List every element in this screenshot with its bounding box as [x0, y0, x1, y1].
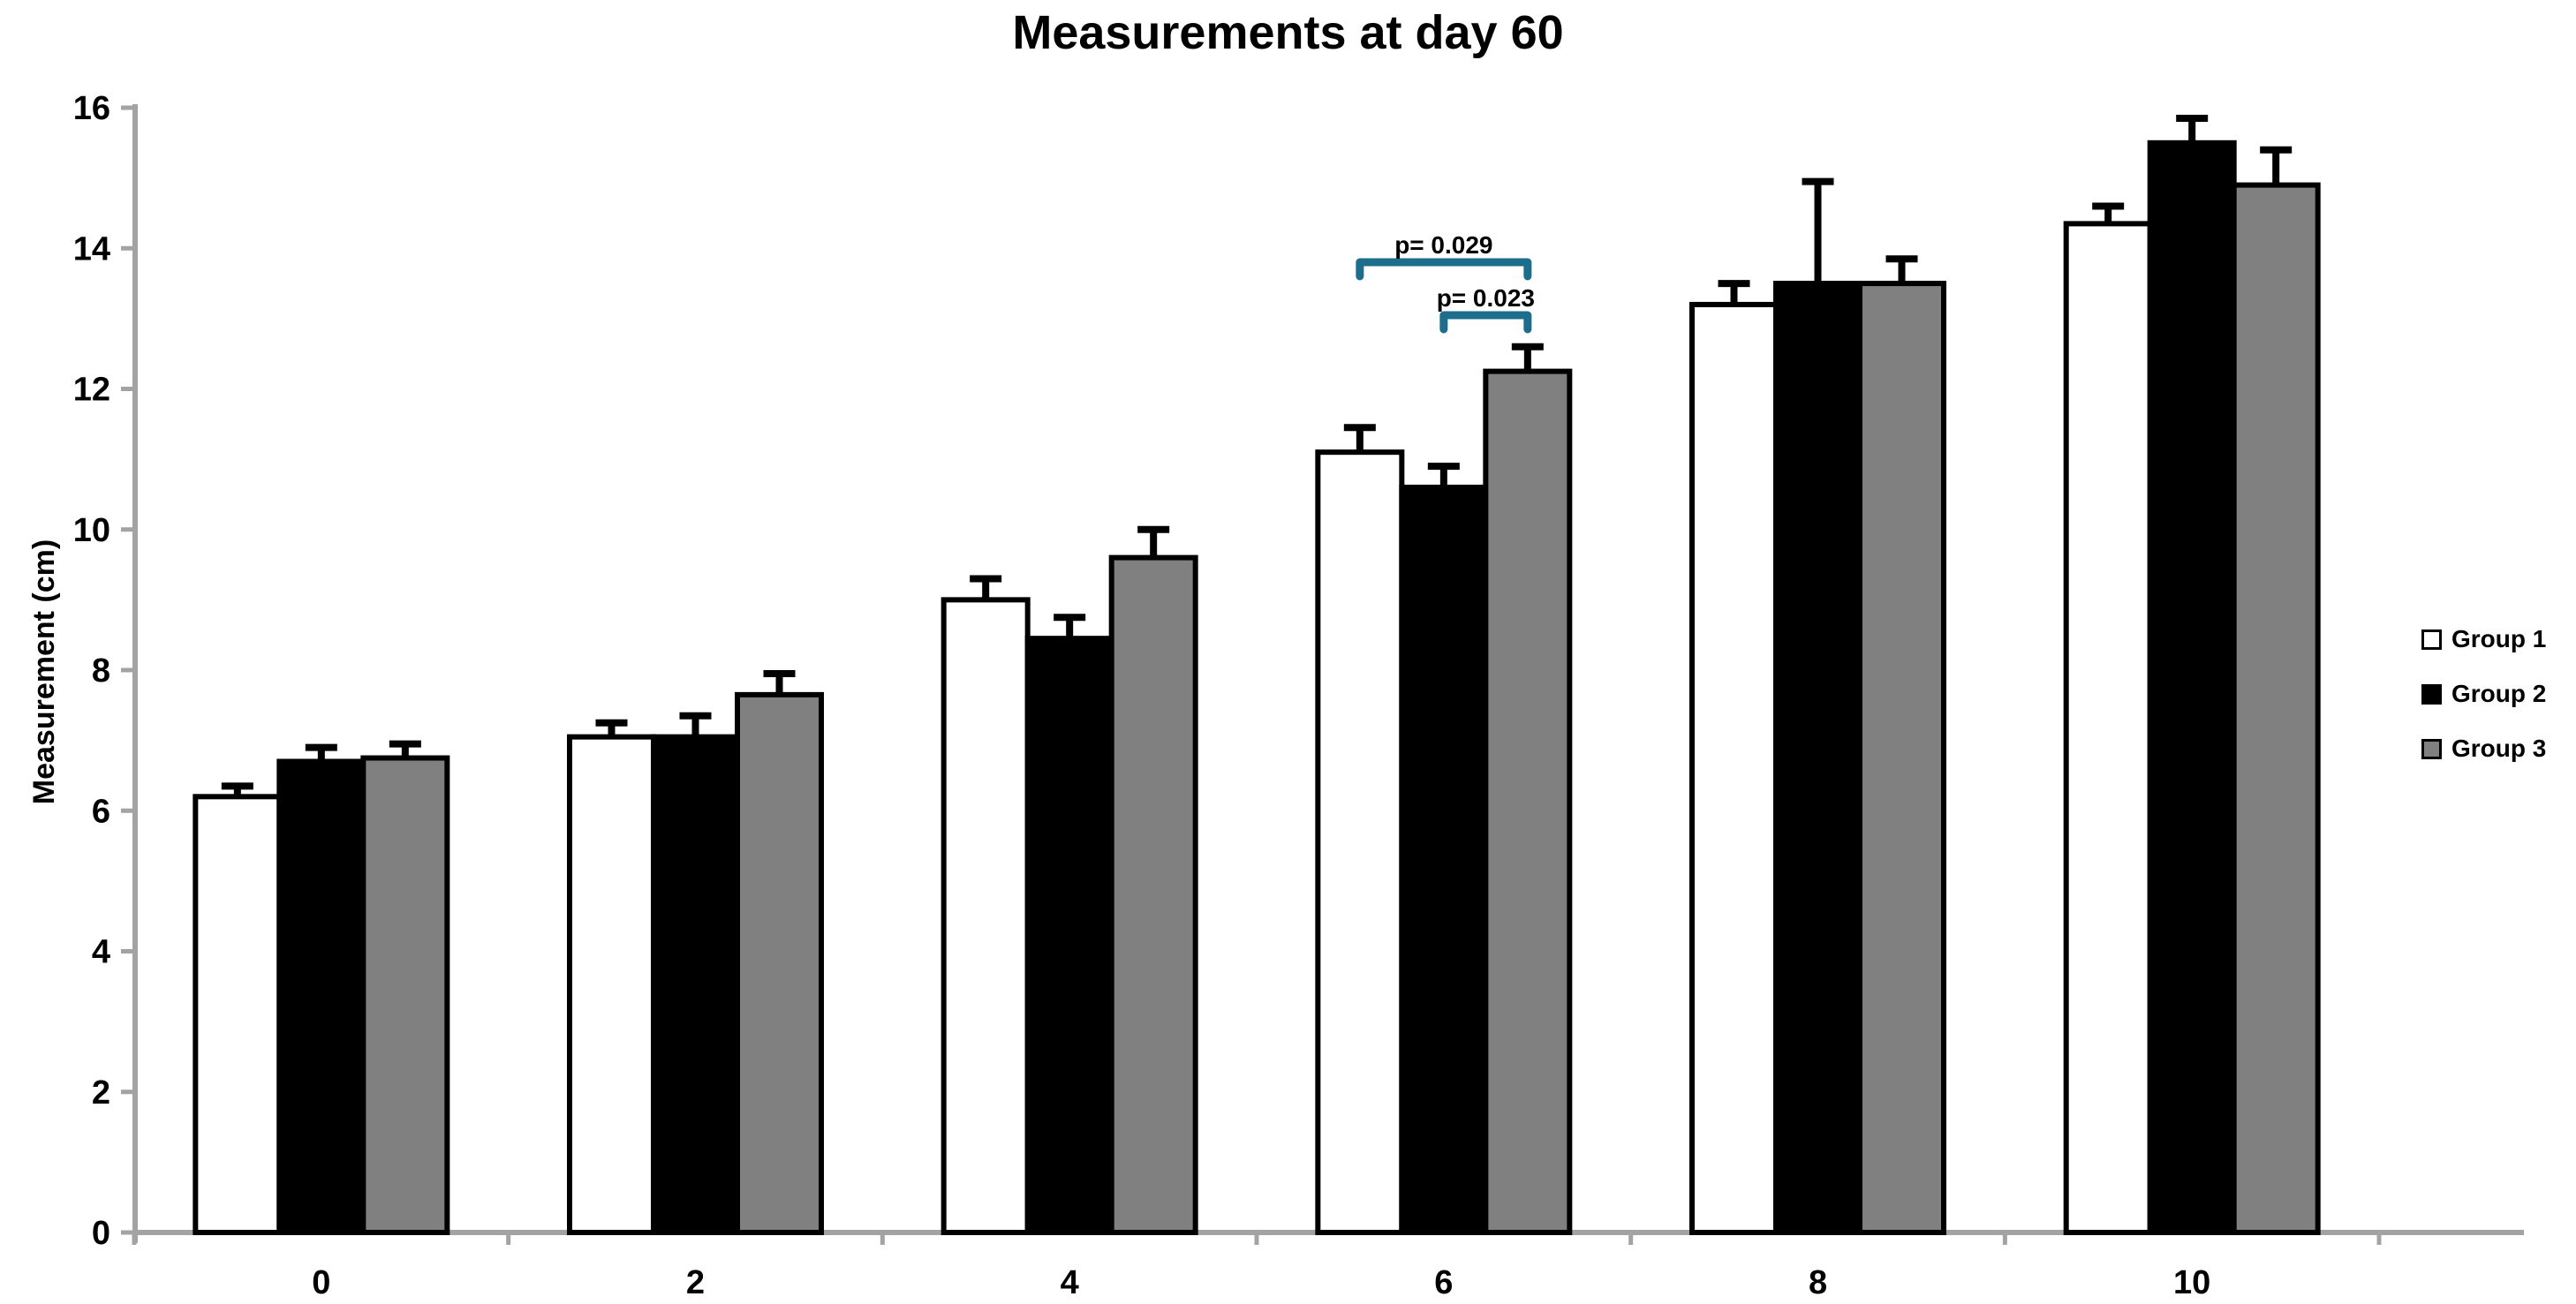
significance-bracket	[1439, 311, 1532, 334]
chart-title: Measurements at day 60	[1012, 6, 1564, 59]
y-tick-label: 4	[92, 934, 110, 971]
legend-swatch	[2421, 683, 2442, 705]
bar-group3-cat10	[2231, 182, 2321, 1235]
x-tick-label: 6	[1434, 1264, 1453, 1301]
bar-group2-cat8	[1773, 281, 1863, 1235]
y-tick-label: 14	[73, 230, 110, 268]
y-tick-label: 8	[92, 652, 110, 690]
bar-group2-cat6	[1399, 484, 1489, 1235]
significance-bracket	[1356, 258, 1532, 281]
x-tick-label: 10	[2173, 1264, 2210, 1301]
y-tick-label: 2	[92, 1074, 110, 1112]
bar-group1-cat2	[567, 734, 657, 1235]
y-tick-label: 16	[73, 90, 110, 127]
bar-group1-cat0	[193, 794, 283, 1235]
bar-group1-cat4	[941, 597, 1031, 1235]
bar-group2-cat4	[1024, 636, 1114, 1235]
bar-group3-cat6	[1483, 368, 1573, 1235]
x-tick-label: 8	[1809, 1264, 1827, 1301]
bar-group3-cat4	[1108, 554, 1198, 1235]
bar-group2-cat0	[276, 758, 366, 1235]
bar-group1-cat6	[1315, 449, 1405, 1235]
bar-group3-cat8	[1857, 281, 1947, 1235]
bar-group3-cat2	[735, 691, 825, 1235]
legend-label: Group 1	[2451, 625, 2547, 652]
y-tick-label: 0	[92, 1215, 110, 1252]
legend-label: Group 2	[2451, 680, 2547, 707]
bar-group2-cat2	[651, 734, 741, 1235]
legend-item-group-1: Group 1	[2421, 625, 2546, 653]
x-tick-label: 4	[1061, 1264, 1079, 1301]
bar-group2-cat10	[2147, 139, 2237, 1235]
y-tick-label: 10	[73, 512, 110, 549]
legend-swatch	[2421, 629, 2442, 650]
legend-label: Group 3	[2451, 735, 2547, 762]
y-tick-label: 6	[92, 793, 110, 830]
legend-item-group-3: Group 3	[2421, 735, 2546, 763]
legend-swatch	[2421, 738, 2442, 759]
x-tick-label: 2	[686, 1264, 705, 1301]
significance-label: p= 0.023	[1437, 284, 1535, 312]
legend-item-group-2: Group 2	[2421, 680, 2546, 708]
bar-group3-cat0	[360, 755, 450, 1235]
y-tick-label: 12	[73, 372, 110, 409]
significance-label: p= 0.029	[1394, 231, 1492, 259]
bar-group1-cat10	[2063, 221, 2153, 1236]
bar-group1-cat8	[1689, 301, 1779, 1236]
x-tick-label: 0	[312, 1264, 330, 1301]
